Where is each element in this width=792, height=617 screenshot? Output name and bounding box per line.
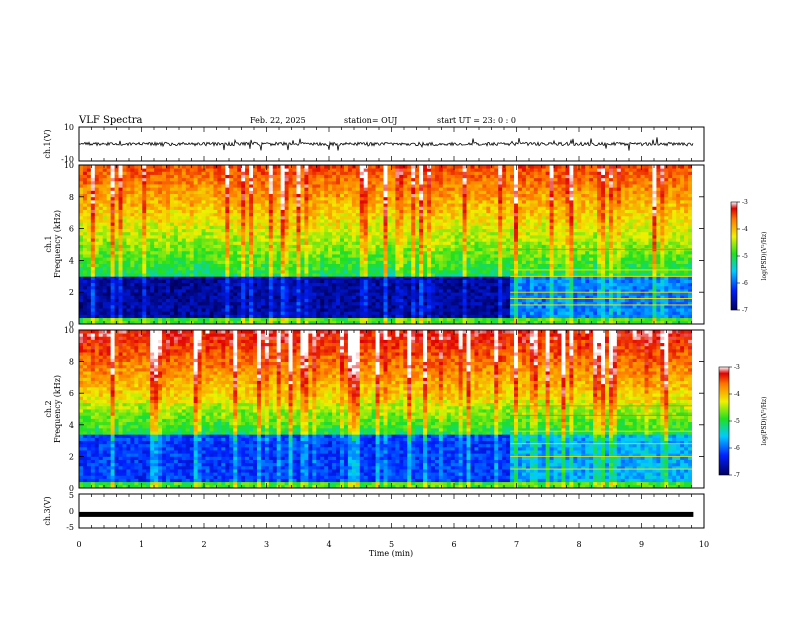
ch3-ytick-top: 5 — [69, 491, 74, 500]
spectrogram-ytick-label: 8 — [69, 193, 74, 202]
x-axis-tick-label: 0 — [76, 540, 81, 549]
spectrogram-ytick-label: 4 — [69, 421, 74, 430]
ch1-colorbar: -3 -4 -5 -6 -7 log(PSD)(V²/Hz) — [730, 199, 768, 314]
colorbar-tick-label: -7 — [742, 307, 748, 314]
ch3-ylabel: ch.3(V) — [43, 496, 52, 525]
ch1-colorbar-label: log(PSD)(V²/Hz) — [761, 232, 768, 281]
colorbar-tick-label: -6 — [734, 445, 740, 452]
x-axis-tick-label: 1 — [139, 540, 144, 549]
ch1-ytick-top: 10 — [64, 123, 74, 132]
spectrogram-ytick-label: 0 — [69, 484, 74, 493]
x-axis-tick-label: 7 — [514, 540, 519, 549]
colorbar-tick-label: -5 — [742, 253, 748, 260]
ch1-ytick-bottom: -10 — [61, 155, 74, 164]
figure-start-time: start UT = 23: 0 : 0 — [437, 116, 516, 125]
spectrogram-ytick-label: 6 — [69, 389, 74, 398]
ch2-ylabel-line1: ch.2 — [44, 400, 53, 417]
spectrogram-ytick-label: 6 — [69, 225, 74, 234]
ch1-ylabel-line1: ch.1 — [44, 235, 53, 252]
ch1-ylabel: ch.1(V) — [43, 129, 52, 158]
colorbar-tick-label: -7 — [734, 472, 740, 479]
x-axis-tick-label: 9 — [639, 540, 644, 549]
ch3-waveform-trace — [79, 511, 694, 517]
ch2-colorbar-label: log(PSD)(V²/Hz) — [761, 397, 768, 446]
x-axis-label: Time (min) — [369, 549, 413, 558]
x-axis-tick-label: 4 — [326, 540, 331, 549]
x-axis-tick-label: 6 — [451, 540, 456, 549]
x-axis-tick-label: 3 — [264, 540, 269, 549]
spectrogram-ytick-label: 4 — [69, 256, 74, 265]
x-axis-tick-label: 2 — [201, 540, 206, 549]
x-axis-tick-label: 8 — [576, 540, 581, 549]
ch3-ytick-mid: 0 — [69, 507, 74, 516]
spectrogram-ytick-label: 2 — [69, 452, 74, 461]
colorbar-tick-label: -5 — [734, 418, 740, 425]
ch3-ytick-bottom: -5 — [66, 523, 74, 532]
figure-date: Feb. 22, 2025 — [250, 116, 306, 125]
ch2-colorbar: -3 -4 -5 -6 -7 log(PSD)(V²/Hz) — [718, 364, 768, 479]
colorbar-tick-label: -4 — [734, 391, 740, 398]
spectrogram-ytick-label: 2 — [69, 288, 74, 297]
ch1-waveform-panel: 10 -10 ch.1(V) — [43, 123, 705, 164]
ch1-waveform-trace — [78, 137, 694, 151]
ch1-spectrogram-panel: 0 2 4 6 8 10 ch.1 Frequency (kHz) — [44, 161, 705, 329]
colorbar-tick-label: -4 — [742, 226, 748, 233]
spectrogram-ytick-label: 8 — [69, 358, 74, 367]
x-axis-tick-label: 5 — [389, 540, 394, 549]
ch2-spectrogram-panel: 0 2 4 6 8 10 ch.2 Frequency (kHz) — [44, 326, 705, 493]
figure-title: VLF Spectra — [78, 115, 143, 126]
colorbar-tick-label: -3 — [734, 364, 740, 371]
colorbar-tick-label: -3 — [742, 199, 748, 206]
ch1-ylabel-line2: Frequency (kHz) — [53, 210, 62, 278]
spectrogram-ytick-label: 10 — [64, 326, 74, 335]
colorbar-tick-label: -6 — [742, 280, 748, 287]
spectrogram-ytick-label: 10 — [64, 161, 74, 170]
figure-station: station= OUJ — [344, 116, 397, 125]
spectrogram-ytick-label: 0 — [69, 320, 74, 329]
x-axis-tick-label: 10 — [699, 540, 709, 549]
ch3-waveform-panel: 5 0 -5 ch.3(V) — [43, 491, 705, 532]
ch2-ylabel-line2: Frequency (kHz) — [53, 375, 62, 443]
